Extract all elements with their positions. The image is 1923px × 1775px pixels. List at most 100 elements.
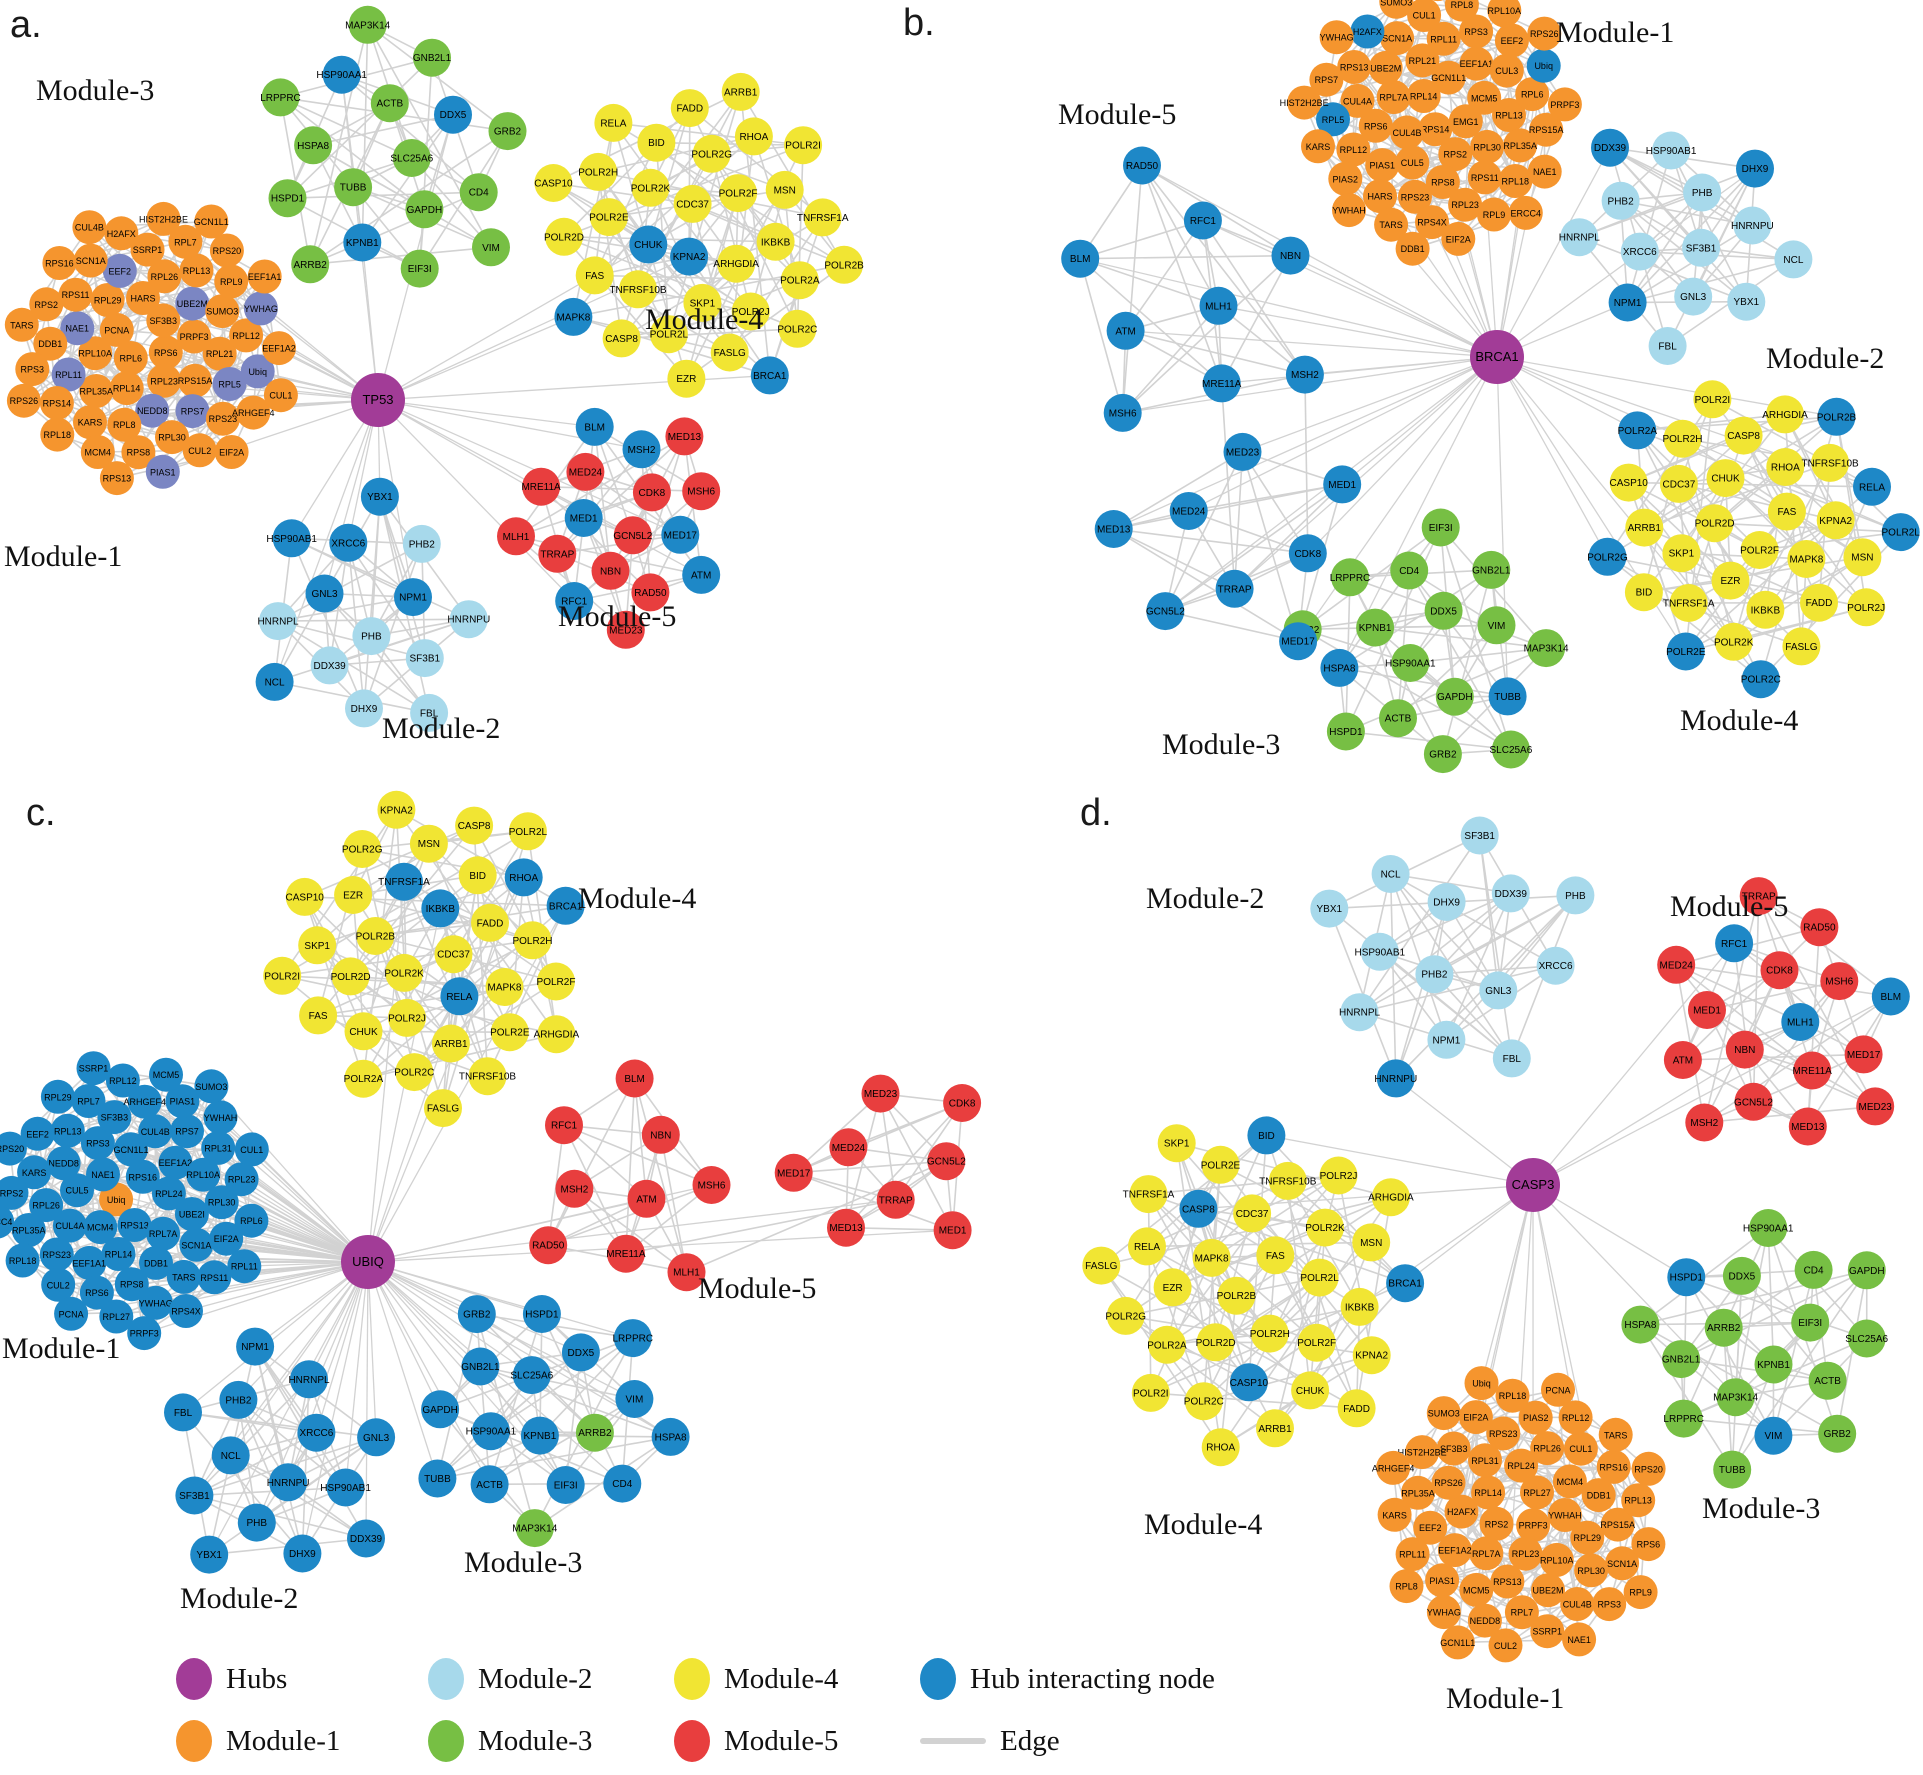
svg-text:KARS: KARS xyxy=(78,418,103,428)
svg-text:MED24: MED24 xyxy=(832,1143,866,1154)
svg-text:HSP90AB1: HSP90AB1 xyxy=(1355,947,1406,958)
node-POLR2B: POLR2B xyxy=(356,917,395,955)
svg-text:CHUK: CHUK xyxy=(1711,474,1740,485)
svg-text:PHB: PHB xyxy=(361,632,382,643)
node-RPL13: RPL13 xyxy=(50,1113,85,1148)
node-RHOA: RHOA xyxy=(734,117,773,156)
svg-text:HSPD1: HSPD1 xyxy=(1670,1273,1704,1284)
node-RPL18: RPL18 xyxy=(1495,1378,1530,1413)
svg-text:RPL13: RPL13 xyxy=(54,1126,82,1136)
svg-text:RPL18: RPL18 xyxy=(9,1256,37,1266)
svg-text:FAS: FAS xyxy=(1777,507,1796,518)
svg-text:GAPDH: GAPDH xyxy=(1437,692,1473,703)
node-TRRAP: TRRAP xyxy=(876,1180,915,1219)
node-POLR2G: POLR2G xyxy=(342,830,383,868)
node-RPS8: RPS8 xyxy=(114,1267,149,1302)
svg-text:SF3B1: SF3B1 xyxy=(410,654,441,665)
svg-text:PHB: PHB xyxy=(1565,891,1586,902)
node-KPNA2: KPNA2 xyxy=(1816,501,1855,540)
svg-text:GCN5L2: GCN5L2 xyxy=(1146,607,1185,618)
svg-text:YBX1: YBX1 xyxy=(367,492,393,503)
node-IKBKB: IKBKB xyxy=(1746,590,1785,629)
panel-letter-d: d. xyxy=(1080,792,1112,834)
node-POLR2B: POLR2B xyxy=(824,245,864,284)
svg-text:FBL: FBL xyxy=(174,1408,193,1419)
svg-text:MAP3K14: MAP3K14 xyxy=(345,20,390,31)
svg-text:RPS3: RPS3 xyxy=(1597,1600,1621,1610)
svg-text:MED13: MED13 xyxy=(668,432,702,443)
node-CDK8: CDK8 xyxy=(943,1084,982,1122)
node-DDX39: DDX39 xyxy=(310,646,349,685)
legend-label: Hub interacting node xyxy=(970,1662,1215,1695)
svg-text:YBX1: YBX1 xyxy=(1317,904,1343,915)
node-MED23: MED23 xyxy=(861,1074,900,1113)
node-MSH2: MSH2 xyxy=(1285,355,1324,394)
svg-text:YBX1: YBX1 xyxy=(196,1550,222,1561)
node-GAPDH: GAPDH xyxy=(1435,677,1474,716)
svg-text:CASP8: CASP8 xyxy=(605,334,638,345)
svg-text:RPS13: RPS13 xyxy=(1340,63,1369,73)
node-RPL14: RPL14 xyxy=(101,1237,136,1271)
svg-text:POLR2A: POLR2A xyxy=(1618,426,1658,437)
svg-text:POLR2F: POLR2F xyxy=(1297,1338,1336,1349)
svg-text:SUMO3: SUMO3 xyxy=(206,307,238,317)
node-POLR2J: POLR2J xyxy=(731,292,770,331)
node-KARS: KARS xyxy=(1301,129,1335,164)
svg-text:RHOA: RHOA xyxy=(1771,463,1800,474)
node-BID: BID xyxy=(637,123,676,162)
node-PRPF3: PRPF3 xyxy=(1516,1508,1551,1543)
svg-text:POLR2J: POLR2J xyxy=(388,1013,426,1024)
svg-text:ARRB1: ARRB1 xyxy=(434,1039,468,1050)
edge-swatch-icon xyxy=(920,1738,986,1744)
svg-text:SF3B1: SF3B1 xyxy=(1464,831,1495,842)
node-EZR: EZR xyxy=(1711,561,1750,600)
node-SKP1: SKP1 xyxy=(298,926,337,965)
svg-text:GNB2L1: GNB2L1 xyxy=(461,1362,500,1373)
node-FADD: FADD xyxy=(670,89,709,128)
node-HSP90AB1: HSP90AB1 xyxy=(266,519,317,558)
svg-text:DHX9: DHX9 xyxy=(289,1549,316,1560)
svg-text:RELA: RELA xyxy=(600,118,626,129)
svg-text:GCN5L2: GCN5L2 xyxy=(927,1157,966,1168)
node-CDC37: CDC37 xyxy=(1659,464,1698,503)
node-MSH6: MSH6 xyxy=(1103,393,1142,432)
svg-text:PCNA: PCNA xyxy=(59,1309,84,1319)
node-MSN: MSN xyxy=(1352,1223,1391,1262)
node-PRPF3: PRPF3 xyxy=(177,319,212,354)
node-MCM4: MCM4 xyxy=(83,1210,118,1245)
svg-text:TRRAP: TRRAP xyxy=(879,1195,913,1206)
svg-text:RPS26: RPS26 xyxy=(1530,29,1559,39)
node-RPL6: RPL6 xyxy=(113,341,148,375)
node-NPM1: NPM1 xyxy=(236,1327,275,1366)
node-VIM: VIM xyxy=(472,228,510,267)
label-a-module-1: Module-1 xyxy=(4,540,123,573)
svg-text:MLH1: MLH1 xyxy=(503,532,530,543)
svg-text:HARS: HARS xyxy=(130,294,155,304)
svg-text:MCM4: MCM4 xyxy=(87,1223,114,1233)
svg-text:HSPA8: HSPA8 xyxy=(297,141,329,152)
node-HSP90AA1: HSP90AA1 xyxy=(466,1412,517,1451)
node-EEF2: EEF2 xyxy=(1413,1510,1448,1545)
svg-text:TNFRSF1A: TNFRSF1A xyxy=(1123,1190,1175,1201)
svg-text:MED24: MED24 xyxy=(569,467,603,478)
svg-text:GCN1L1: GCN1L1 xyxy=(1440,1638,1475,1648)
svg-text:RPS23: RPS23 xyxy=(209,414,238,424)
svg-text:SKP1: SKP1 xyxy=(690,298,716,309)
svg-text:NAE1: NAE1 xyxy=(1567,1635,1591,1645)
svg-text:GRB2: GRB2 xyxy=(463,1310,491,1321)
node-POLR2D: POLR2D xyxy=(544,217,584,256)
node-MAPK8: MAPK8 xyxy=(1787,540,1826,578)
node-POLR2L: POLR2L xyxy=(650,315,689,354)
node-RPS14: RPS14 xyxy=(1418,112,1453,147)
node-GNB2L1: GNB2L1 xyxy=(1472,550,1511,589)
svg-text:CASP10: CASP10 xyxy=(286,892,325,903)
node-SUMO3: SUMO3 xyxy=(1379,0,1414,19)
svg-text:RPS3: RPS3 xyxy=(21,365,45,375)
node-RPL12: RPL12 xyxy=(229,318,264,353)
svg-text:RPL29: RPL29 xyxy=(44,1092,72,1102)
module-4-swatch-icon xyxy=(674,1658,710,1700)
node-HSPD1: HSPD1 xyxy=(1326,712,1365,751)
svg-text:RPL14: RPL14 xyxy=(113,384,141,394)
svg-text:MSH2: MSH2 xyxy=(1291,370,1319,381)
node-DDX39: DDX39 xyxy=(347,1519,385,1558)
